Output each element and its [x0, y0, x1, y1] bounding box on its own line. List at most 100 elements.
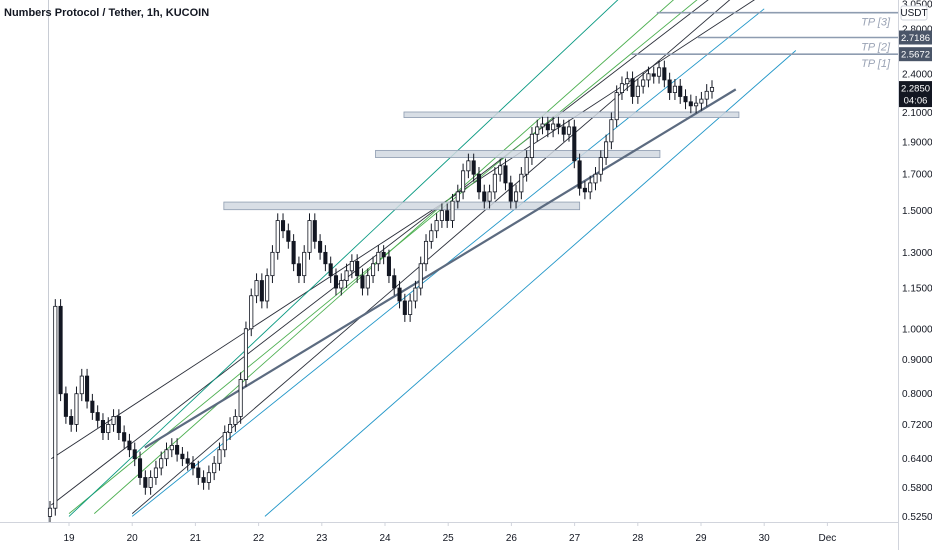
- candle-body: [307, 220, 312, 253]
- candle: [238, 372, 243, 424]
- y-tick-label: 2.4000: [902, 69, 932, 80]
- candle: [47, 501, 53, 524]
- candle: [519, 167, 524, 200]
- candle-body: [551, 123, 556, 131]
- candle: [598, 150, 603, 182]
- y-tick-label: 0.5250: [902, 512, 932, 523]
- candle: [614, 85, 619, 128]
- candle: [106, 417, 111, 440]
- candle: [233, 409, 238, 432]
- candle-body: [519, 173, 524, 193]
- candle-body: [561, 126, 566, 135]
- candle-body: [143, 477, 148, 488]
- candle-body: [153, 467, 158, 478]
- candle-body: [646, 73, 651, 81]
- candle: [339, 273, 344, 296]
- candle: [79, 368, 84, 402]
- candle-body: [672, 85, 677, 93]
- candle: [709, 80, 715, 99]
- candle: [508, 175, 513, 209]
- candle: [429, 223, 434, 249]
- price-tag-countdown: 04:06: [904, 96, 928, 107]
- candle-body: [630, 78, 635, 97]
- x-tick-label: 23: [316, 533, 328, 544]
- candle: [566, 119, 572, 142]
- candle-body: [159, 458, 164, 469]
- candle: [466, 153, 471, 179]
- candle-body: [132, 449, 137, 460]
- x-tick-label: 30: [759, 533, 771, 544]
- price-tag-label: 2.2850: [901, 84, 930, 95]
- candle-body: [238, 379, 243, 417]
- price-axis[interactable]: 0.5250 0.5800 0.6400 0.7200 0.8000 0.9000 1.00…: [902, 0, 932, 523]
- trendline[interactable]: [144, 88, 737, 449]
- candle: [381, 245, 386, 265]
- candle-body: [58, 305, 63, 395]
- candle: [672, 79, 677, 100]
- channel-line-upper: [51, 0, 709, 506]
- candle-body: [291, 240, 296, 265]
- tp-label: TP [1]: [861, 58, 891, 70]
- candle: [582, 181, 587, 200]
- candle-body: [392, 275, 397, 289]
- candle-body: [90, 400, 95, 413]
- candle-body: [190, 462, 196, 469]
- candle-body: [137, 458, 143, 478]
- candle-body: [397, 287, 402, 302]
- y-tick-label: 0.8000: [902, 389, 932, 400]
- candle: [206, 465, 211, 490]
- candle-body: [63, 393, 68, 417]
- candle: [190, 456, 196, 476]
- candle-body: [545, 123, 550, 131]
- candle: [588, 175, 593, 200]
- candle: [529, 127, 534, 165]
- candle-body: [641, 79, 646, 87]
- candle: [540, 116, 545, 135]
- x-tick-label: 27: [569, 533, 581, 544]
- candle-body: [445, 210, 450, 221]
- candle: [641, 72, 646, 94]
- candle: [455, 184, 460, 209]
- candle: [318, 234, 323, 260]
- candle: [185, 451, 190, 471]
- candle: [153, 460, 158, 485]
- candle: [445, 203, 450, 228]
- candle-body: [328, 263, 333, 277]
- candle-body: [196, 467, 201, 478]
- candle-body: [122, 432, 127, 442]
- candle-body: [678, 85, 683, 97]
- channel-line-green-2: [93, 0, 675, 514]
- price-tag-bg: [899, 30, 932, 45]
- ascending-trendline[interactable]: [144, 88, 737, 449]
- candle-body: [233, 416, 238, 425]
- candle: [349, 254, 354, 279]
- candle: [561, 119, 566, 142]
- candle-body: [286, 230, 291, 242]
- y-tick-label: 2.8000: [902, 24, 932, 35]
- candle: [392, 268, 397, 296]
- candle: [514, 184, 519, 209]
- candle-body: [323, 251, 328, 265]
- candle-body: [296, 263, 301, 277]
- candle-body: [408, 300, 413, 315]
- candle-body: [85, 375, 90, 402]
- y-tick-label: 1.3000: [902, 248, 932, 259]
- candle-body: [111, 416, 116, 425]
- x-tick-label: 19: [63, 533, 75, 544]
- y-tick-label: 1.7000: [902, 170, 932, 181]
- candle-body: [376, 251, 381, 265]
- price-tag-bg: [899, 47, 932, 62]
- channel-line-blue-lower: [264, 50, 797, 517]
- candle-body: [201, 477, 206, 483]
- candle: [678, 79, 683, 104]
- candle-body: [498, 165, 503, 175]
- time-axis[interactable]: 19 20 21 22 23 24 25 26 27 28 29 30 Dec: [63, 522, 836, 544]
- candle: [545, 116, 550, 138]
- candle-body: [439, 210, 444, 221]
- candle-body: [259, 280, 264, 302]
- candle: [408, 293, 413, 322]
- candle-body: [402, 300, 407, 315]
- candle: [159, 451, 164, 476]
- candle-body: [609, 119, 614, 143]
